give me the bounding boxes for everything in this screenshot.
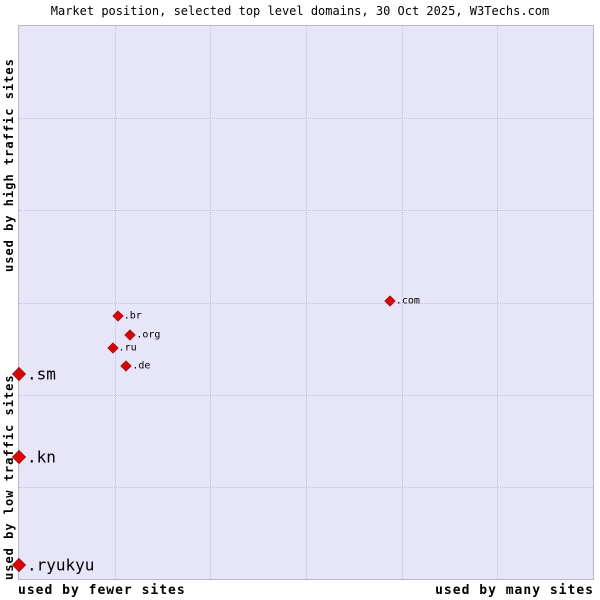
point-label: .sm bbox=[27, 364, 56, 384]
chart-title: Market position, selected top level doma… bbox=[50, 4, 550, 18]
diamond-marker-icon bbox=[384, 295, 396, 307]
grid-line-horizontal bbox=[19, 394, 593, 396]
plot-area: .com .br .org .ru .de .sm .kn .ryukyu bbox=[11, 25, 594, 580]
x-axis-label-many-sites: used by many sites bbox=[435, 583, 594, 598]
point-label: .kn bbox=[27, 447, 56, 467]
diamond-marker-icon bbox=[120, 359, 132, 372]
grid-line-horizontal bbox=[19, 486, 593, 488]
grid-line-horizontal bbox=[19, 302, 593, 304]
grid-line-horizontal bbox=[19, 210, 593, 212]
y-axis-label-high-traffic: used by high traffic sites bbox=[2, 58, 16, 272]
point-label: .ru bbox=[118, 342, 137, 354]
grid-line-horizontal bbox=[19, 118, 593, 120]
diamond-marker-icon bbox=[124, 329, 137, 341]
point-label: .de bbox=[132, 360, 151, 372]
x-axis-label-fewer-sites: used by fewer sites bbox=[18, 583, 186, 598]
point-label: .ryukyu bbox=[27, 555, 95, 575]
y-axis-label-low-traffic: used by low traffic sites bbox=[2, 374, 16, 580]
point-label: .com bbox=[395, 295, 420, 307]
point-label: .org bbox=[136, 329, 161, 341]
point-label: .br bbox=[123, 310, 142, 322]
